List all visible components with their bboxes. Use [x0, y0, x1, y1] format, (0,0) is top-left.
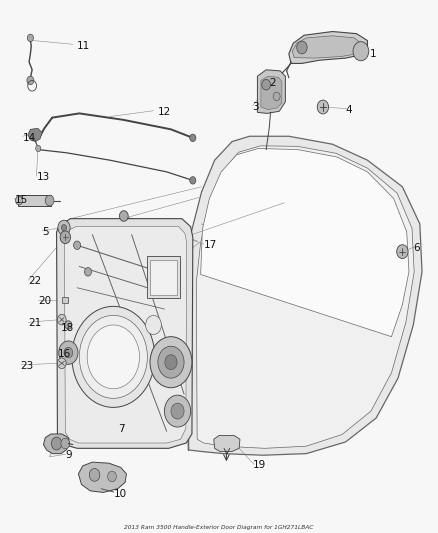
Circle shape	[108, 471, 117, 482]
Circle shape	[27, 76, 34, 85]
Text: 6: 6	[413, 243, 420, 253]
Text: 22: 22	[28, 277, 41, 286]
Text: 4: 4	[346, 104, 352, 115]
Polygon shape	[261, 76, 282, 110]
Circle shape	[89, 469, 100, 481]
Polygon shape	[201, 149, 409, 337]
Text: 7: 7	[119, 424, 125, 434]
Polygon shape	[186, 136, 422, 455]
Circle shape	[65, 321, 72, 329]
Text: 20: 20	[38, 296, 51, 306]
Circle shape	[45, 195, 54, 206]
Circle shape	[64, 348, 73, 358]
Text: 12: 12	[158, 107, 171, 117]
Circle shape	[190, 134, 196, 142]
Circle shape	[120, 211, 128, 221]
Polygon shape	[289, 31, 367, 63]
Circle shape	[57, 358, 66, 368]
Circle shape	[35, 146, 41, 152]
Circle shape	[61, 438, 70, 449]
Circle shape	[27, 34, 33, 42]
Text: 9: 9	[65, 450, 72, 460]
Circle shape	[268, 86, 274, 94]
Circle shape	[164, 395, 191, 427]
Circle shape	[171, 403, 184, 419]
Circle shape	[353, 42, 369, 61]
Text: 15: 15	[14, 195, 28, 205]
Text: 1: 1	[370, 49, 376, 59]
Circle shape	[165, 355, 177, 369]
Polygon shape	[258, 70, 286, 114]
Circle shape	[297, 41, 307, 54]
Bar	[147, 256, 180, 298]
Polygon shape	[292, 36, 362, 58]
Circle shape	[60, 231, 71, 244]
Bar	[150, 260, 177, 295]
Circle shape	[150, 337, 192, 387]
Polygon shape	[78, 462, 127, 492]
Circle shape	[262, 79, 271, 90]
Circle shape	[51, 437, 62, 450]
Text: 10: 10	[113, 489, 127, 499]
Circle shape	[317, 100, 328, 114]
Polygon shape	[57, 219, 193, 448]
Text: 21: 21	[28, 318, 41, 328]
Circle shape	[59, 341, 78, 365]
Circle shape	[273, 92, 280, 101]
Circle shape	[146, 316, 161, 335]
Polygon shape	[43, 434, 70, 454]
Text: 3: 3	[252, 102, 258, 112]
Circle shape	[158, 346, 184, 378]
Circle shape	[72, 306, 155, 407]
Text: 11: 11	[77, 41, 90, 51]
Text: 16: 16	[57, 349, 71, 359]
Circle shape	[74, 241, 81, 249]
Circle shape	[58, 220, 70, 235]
Text: 18: 18	[61, 322, 74, 333]
Circle shape	[61, 224, 67, 231]
Text: 2: 2	[269, 78, 276, 88]
Bar	[18, 195, 51, 206]
Bar	[62, 297, 68, 303]
Text: 23: 23	[20, 361, 34, 371]
Text: 14: 14	[22, 133, 36, 143]
Polygon shape	[196, 146, 414, 448]
Circle shape	[397, 245, 408, 259]
Circle shape	[87, 325, 140, 389]
Text: 13: 13	[36, 172, 50, 182]
Circle shape	[190, 176, 196, 184]
Text: 17: 17	[204, 240, 217, 250]
Circle shape	[57, 314, 66, 325]
Text: 5: 5	[42, 227, 49, 237]
Polygon shape	[64, 227, 187, 443]
Circle shape	[79, 316, 148, 398]
Polygon shape	[214, 435, 240, 451]
Circle shape	[15, 196, 22, 205]
Text: 2013 Ram 3500 Handle-Exterior Door Diagram for 1GH271LBAC: 2013 Ram 3500 Handle-Exterior Door Diagr…	[124, 526, 314, 530]
Text: 19: 19	[253, 461, 266, 470]
Polygon shape	[28, 128, 42, 142]
Circle shape	[85, 268, 92, 276]
